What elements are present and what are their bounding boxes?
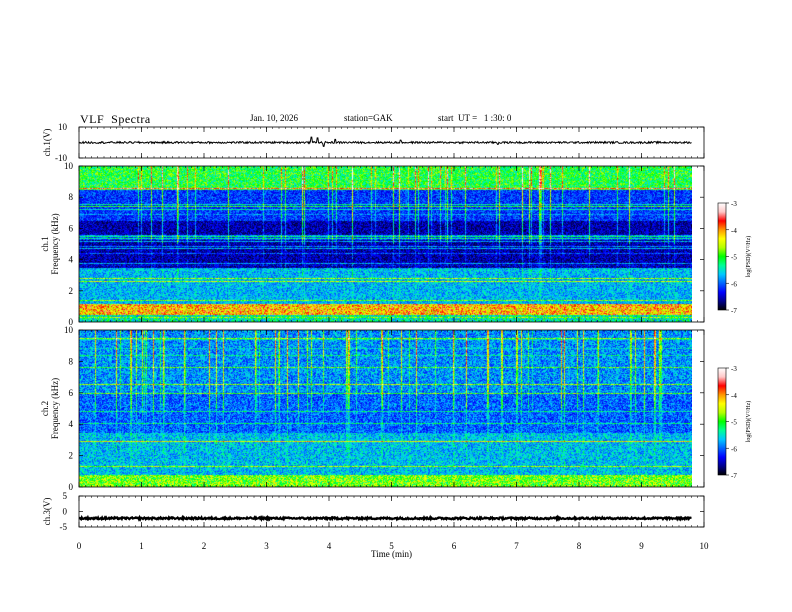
- ylabel-frequency: Frequency (kHz): [50, 378, 60, 439]
- ch1-waveform-line: [78, 136, 692, 147]
- ylabel: ch.1(V): [42, 129, 52, 157]
- colorbar-tick-label: -3: [731, 200, 737, 208]
- ytick-label: 5: [63, 491, 68, 501]
- xtick-label: 2: [202, 541, 207, 551]
- ytick-label: 2: [69, 286, 74, 296]
- xtick-label: 3: [264, 541, 269, 551]
- ytick-label: 0: [63, 507, 68, 517]
- colorbar-tick-label: -6: [731, 280, 737, 288]
- ylabel-channel: ch.1: [40, 236, 50, 251]
- station-label: station=GAK: [344, 113, 393, 123]
- ytick-label: 8: [69, 356, 74, 366]
- colorbar-tick-label: -5: [731, 419, 737, 427]
- ytick-label: -5: [60, 522, 68, 532]
- colorbar-label: log(PSD)(V²/Hz): [745, 236, 752, 277]
- ytick-label: 2: [69, 451, 74, 461]
- ytick-label: 10: [64, 325, 74, 335]
- xtick-label: 6: [452, 541, 457, 551]
- ch3-waveform-line: [78, 514, 692, 523]
- colorbar-tick-label: -6: [731, 445, 737, 453]
- colorbar-tick-label: -7: [731, 472, 737, 480]
- colorbar-tick-label: -5: [731, 254, 737, 262]
- colorbar-label: log(PSD)(V²/Hz): [745, 401, 752, 442]
- ylabel: ch.3(V): [42, 498, 52, 526]
- ytick-label: 10: [64, 161, 74, 171]
- colorbar: [717, 367, 727, 476]
- figure-title: VLF Spectra: [80, 112, 151, 126]
- ytick-label: 0: [69, 317, 74, 327]
- xtick-label: 7: [514, 541, 519, 551]
- xtick-label: 0: [77, 541, 82, 551]
- ytick-label: 4: [69, 255, 74, 265]
- ytick-label: 0: [69, 482, 74, 492]
- ylabel-channel: ch.2: [40, 401, 50, 416]
- ytick-label: 4: [69, 419, 74, 429]
- date-label: Jan. 10, 2026: [250, 113, 298, 123]
- ytick-label: 10: [58, 122, 68, 132]
- xtick-label: 8: [577, 541, 582, 551]
- xaxis-label: Time (min): [371, 549, 412, 559]
- ytick-label: -10: [55, 153, 67, 163]
- xtick-label: 10: [700, 541, 710, 551]
- start-time-label: start UT = 1 :30: 0: [438, 113, 512, 123]
- ylabel-frequency: Frequency (kHz): [50, 213, 60, 274]
- xtick-label: 9: [639, 541, 644, 551]
- ytick-label: 8: [69, 192, 74, 202]
- xtick-label: 5: [389, 541, 394, 551]
- ch1-spectrogram-image: [79, 166, 692, 322]
- ch2-spectrogram-image: [79, 330, 692, 487]
- xtick-label: 1: [139, 541, 144, 551]
- colorbar: [717, 202, 727, 311]
- ytick-label: 6: [69, 388, 74, 398]
- colorbar-tick-label: -3: [731, 365, 737, 373]
- colorbar-tick-label: -4: [731, 227, 737, 235]
- xtick-label: 4: [327, 541, 332, 551]
- colorbar-tick-label: -4: [731, 392, 737, 400]
- colorbar-tick-label: -7: [731, 307, 737, 315]
- ytick-label: 6: [69, 223, 74, 233]
